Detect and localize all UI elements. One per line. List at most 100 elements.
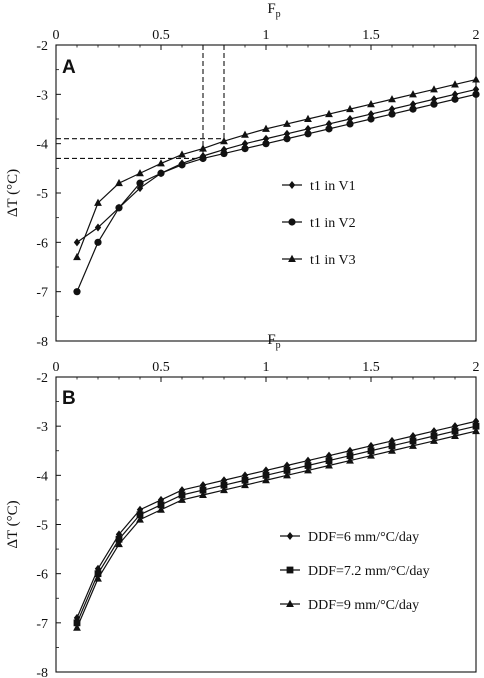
data-point — [157, 159, 165, 167]
data-point — [115, 539, 123, 548]
data-point — [136, 505, 144, 514]
data-point — [409, 90, 417, 98]
legend-label: t1 in V2 — [310, 216, 356, 231]
data-point — [304, 114, 312, 122]
data-point — [388, 442, 396, 450]
x-tick-label: 1 — [263, 360, 270, 375]
data-point — [346, 452, 354, 460]
data-point — [430, 436, 438, 444]
data-point — [451, 95, 459, 103]
series-line — [76, 420, 477, 619]
data-point — [136, 515, 144, 523]
y-tick-label: -5 — [36, 187, 48, 202]
legend-label: DDF=9 mm/°C/day — [308, 598, 419, 613]
series-line — [76, 78, 477, 258]
x-tick-label: 1.5 — [362, 360, 380, 375]
data-point — [430, 85, 438, 93]
data-point — [367, 447, 375, 455]
data-point — [241, 471, 249, 480]
data-point — [94, 223, 102, 232]
data-point — [220, 485, 228, 494]
y-axis-title: ΔT (°C) — [5, 500, 21, 548]
legend-entry: DDF=6 mm/°C/day — [280, 530, 419, 545]
series-line — [76, 430, 477, 628]
y-tick-label: -6 — [36, 568, 48, 583]
data-point — [73, 619, 81, 627]
data-point — [94, 570, 102, 578]
data-point — [409, 437, 417, 445]
data-point — [304, 462, 312, 469]
x-axis-title-main: F — [267, 1, 275, 17]
y-tick-label: -6 — [36, 236, 48, 251]
x-tick-label: 1.5 — [362, 28, 380, 43]
y-tick-label: -2 — [36, 371, 48, 386]
data-point — [325, 125, 333, 133]
legend-marker — [288, 181, 296, 189]
data-point — [325, 461, 333, 469]
data-point — [178, 491, 186, 499]
data-point — [220, 149, 228, 158]
y-tick-label: -7 — [36, 286, 48, 301]
y-tick-label: -8 — [36, 335, 48, 350]
data-point — [115, 535, 123, 543]
data-point — [115, 178, 123, 187]
data-point — [451, 427, 459, 435]
series-triangle — [73, 75, 480, 261]
data-point — [241, 476, 249, 484]
y-tick-label: -5 — [36, 519, 48, 534]
legend-marker — [286, 599, 294, 607]
y-axis-title: ΔT (°C) — [5, 169, 21, 217]
data-point — [157, 495, 165, 504]
data-point — [220, 481, 228, 489]
data-point — [346, 456, 354, 464]
x-tick-label: 0 — [53, 28, 60, 43]
panel-letter: B — [62, 388, 76, 409]
data-point — [472, 90, 480, 98]
data-point — [262, 476, 270, 484]
x-tick-label: 0.5 — [152, 28, 170, 43]
data-point — [346, 120, 354, 128]
data-point — [220, 137, 228, 145]
data-point — [346, 104, 354, 113]
series-line — [76, 88, 477, 243]
data-point — [262, 471, 270, 479]
data-point — [283, 119, 291, 127]
x-tick-label: 2 — [473, 28, 480, 43]
data-point — [199, 490, 207, 498]
data-point — [451, 80, 459, 88]
data-point — [178, 495, 186, 503]
data-point — [73, 238, 81, 247]
x-axis-title: Fp — [267, 332, 280, 351]
panel-a: 0 0.5 1 1.5 2 -2 -3 -4 -5 -6 -7 -8 Fp ΔT (°C) At1 in V… — [5, 1, 480, 350]
x-tick-label: 2 — [473, 360, 480, 375]
data-point — [178, 161, 186, 169]
plot-frame — [55, 44, 477, 342]
data-point — [472, 426, 480, 435]
data-point — [430, 432, 438, 440]
legend-marker — [286, 532, 294, 540]
data-point — [178, 486, 186, 495]
y-tick-label: -3 — [36, 420, 48, 435]
data-point — [388, 446, 396, 454]
panel-b: 0 0.5 1 1.5 2 -2 -3 -4 -5 -6 -7 -8 Fp ΔT (°C) B DDF=6 m… — [5, 332, 480, 678]
x-axis-title-sub: p — [276, 340, 281, 351]
data-point — [388, 110, 396, 118]
legend-label: DDF=7.2 mm/°C/day — [308, 564, 430, 579]
data-point — [367, 451, 375, 459]
data-point — [136, 169, 144, 177]
series-line — [76, 425, 477, 624]
data-point — [73, 623, 81, 631]
data-point — [178, 150, 186, 158]
data-point — [199, 154, 207, 163]
y-tick-label: -7 — [36, 617, 48, 632]
data-point — [94, 198, 102, 206]
y-tick-label: -4 — [36, 469, 48, 484]
data-point — [472, 75, 480, 83]
data-point — [472, 422, 480, 430]
data-point — [136, 179, 144, 187]
data-point — [136, 511, 144, 519]
data-point — [220, 145, 228, 154]
data-point — [199, 481, 207, 490]
data-point — [73, 288, 81, 296]
